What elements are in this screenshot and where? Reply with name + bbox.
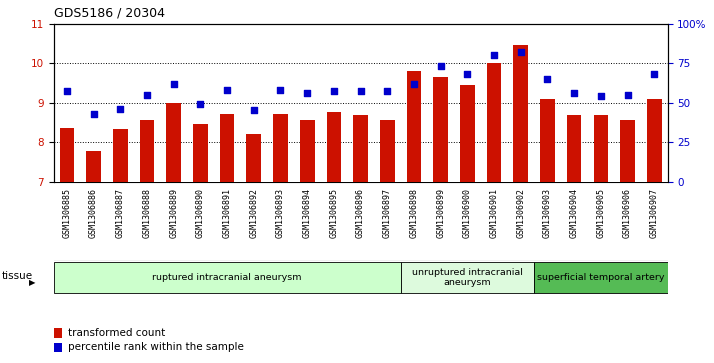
Bar xyxy=(460,85,475,182)
Text: GSM1306895: GSM1306895 xyxy=(329,188,338,238)
Text: GSM1306904: GSM1306904 xyxy=(570,188,578,238)
Point xyxy=(168,81,179,86)
Text: GDS5186 / 20304: GDS5186 / 20304 xyxy=(54,7,164,20)
Point xyxy=(381,89,393,94)
Text: GSM1306906: GSM1306906 xyxy=(623,188,632,238)
Text: GSM1306893: GSM1306893 xyxy=(276,188,285,238)
Point xyxy=(408,81,420,86)
Text: GSM1306907: GSM1306907 xyxy=(650,188,659,238)
Point xyxy=(462,71,473,77)
Bar xyxy=(113,129,128,182)
Point xyxy=(488,52,500,58)
Point xyxy=(248,107,259,113)
Bar xyxy=(326,113,341,182)
Text: superficial temporal artery: superficial temporal artery xyxy=(537,273,665,282)
Text: GSM1306901: GSM1306901 xyxy=(490,188,498,238)
Text: tissue: tissue xyxy=(1,271,33,281)
Bar xyxy=(380,120,395,182)
Bar xyxy=(593,115,608,182)
Bar xyxy=(407,71,421,182)
Text: GSM1306897: GSM1306897 xyxy=(383,188,392,238)
Text: GSM1306900: GSM1306900 xyxy=(463,188,472,238)
Point xyxy=(435,63,446,69)
Text: GSM1306886: GSM1306886 xyxy=(89,188,98,238)
Text: GSM1306905: GSM1306905 xyxy=(596,188,605,238)
Text: transformed count: transformed count xyxy=(68,328,165,338)
Text: ▶: ▶ xyxy=(29,278,35,287)
Text: unruptured intracranial
aneurysm: unruptured intracranial aneurysm xyxy=(412,268,523,287)
Bar xyxy=(540,99,555,182)
Point xyxy=(568,90,580,96)
Bar xyxy=(567,115,581,182)
Bar xyxy=(166,102,181,182)
Bar xyxy=(620,120,635,182)
Text: GSM1306902: GSM1306902 xyxy=(516,188,526,238)
Point xyxy=(114,106,126,112)
Text: GSM1306885: GSM1306885 xyxy=(62,188,71,238)
Point xyxy=(301,90,313,96)
Bar xyxy=(487,63,501,182)
Bar xyxy=(273,114,288,182)
Text: ruptured intracranial aneurysm: ruptured intracranial aneurysm xyxy=(152,273,302,282)
Point xyxy=(595,93,607,99)
Text: GSM1306896: GSM1306896 xyxy=(356,188,365,238)
Point xyxy=(328,89,340,94)
Point xyxy=(648,71,660,77)
Bar xyxy=(86,151,101,182)
Bar xyxy=(433,77,448,182)
Bar xyxy=(140,120,154,182)
Bar xyxy=(513,45,528,182)
Text: percentile rank within the sample: percentile rank within the sample xyxy=(68,342,243,352)
Point xyxy=(515,49,526,55)
Point xyxy=(88,111,99,117)
FancyBboxPatch shape xyxy=(401,262,534,293)
Bar xyxy=(193,124,208,182)
FancyBboxPatch shape xyxy=(534,262,668,293)
Point xyxy=(542,76,553,82)
Text: GSM1306891: GSM1306891 xyxy=(223,188,231,238)
Bar xyxy=(246,134,261,182)
Text: GSM1306890: GSM1306890 xyxy=(196,188,205,238)
Bar xyxy=(59,128,74,182)
Text: GSM1306903: GSM1306903 xyxy=(543,188,552,238)
Text: GSM1306892: GSM1306892 xyxy=(249,188,258,238)
Point xyxy=(221,87,233,93)
Point xyxy=(195,101,206,107)
Text: GSM1306898: GSM1306898 xyxy=(409,188,418,238)
Point xyxy=(61,89,73,94)
Point xyxy=(622,92,633,98)
Bar xyxy=(220,114,234,182)
FancyBboxPatch shape xyxy=(54,262,401,293)
Point xyxy=(275,87,286,93)
Text: GSM1306899: GSM1306899 xyxy=(436,188,445,238)
Bar xyxy=(300,120,315,182)
Text: GSM1306888: GSM1306888 xyxy=(143,188,151,238)
Point xyxy=(141,92,153,98)
Point xyxy=(355,89,366,94)
Bar xyxy=(353,115,368,182)
Text: GSM1306894: GSM1306894 xyxy=(303,188,312,238)
Bar xyxy=(647,99,662,182)
Text: GSM1306887: GSM1306887 xyxy=(116,188,125,238)
Text: GSM1306889: GSM1306889 xyxy=(169,188,178,238)
